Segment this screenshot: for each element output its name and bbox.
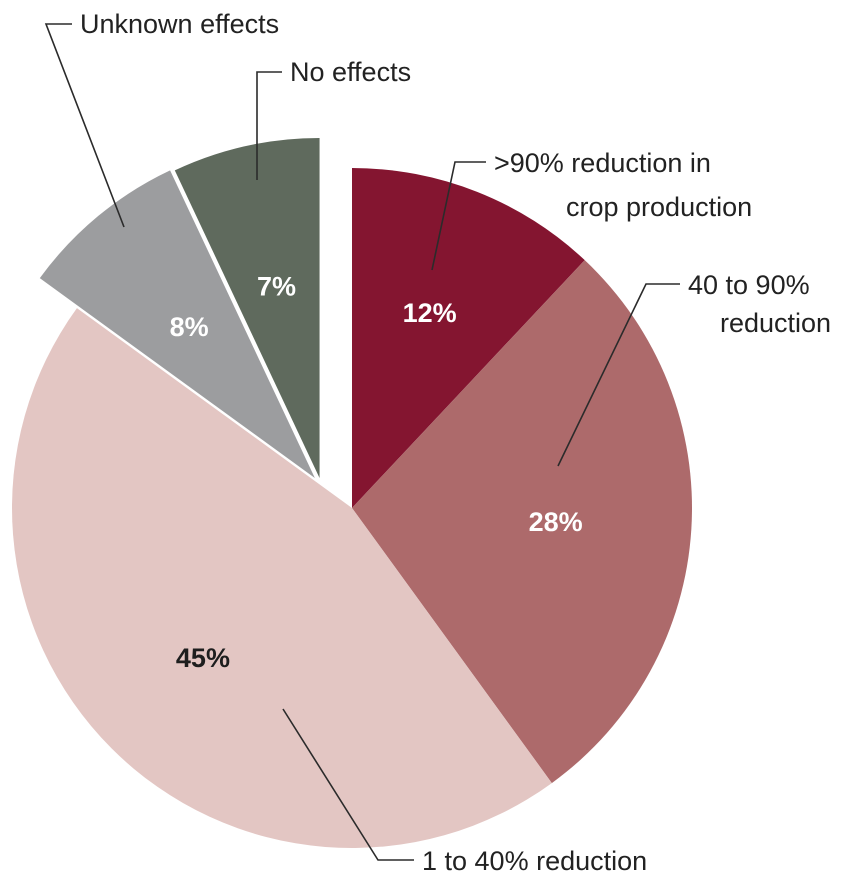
slice-90-reduction-in-crop-production	[352, 168, 585, 508]
slice-40-to-90-reduction	[352, 260, 692, 784]
leader-lines	[44, 23, 680, 861]
category-label-1-to-40-reduction: 1 to 40% reduction	[422, 846, 647, 876]
slice-no-effects	[174, 138, 320, 478]
value-label-1-to-40-reduction: 45%	[176, 643, 230, 673]
slice-1-to-40-reduction	[12, 308, 552, 848]
category-labels: >90% reduction in crop production 40 to 90…	[80, 9, 831, 876]
category-label-90-reduction-in-crop-production: >90% reduction in crop production	[494, 148, 752, 222]
value-labels: 12% 28% 45% 8% 7%	[170, 272, 583, 674]
value-label-90-reduction-in-crop-production: 12%	[403, 298, 457, 328]
category-label-unknown-effects: Unknown effects	[80, 9, 279, 39]
value-label-unknown-effects: 8%	[170, 312, 209, 342]
value-label-no-effects: 7%	[257, 272, 296, 302]
leader-line-40-to-90-reduction	[557, 283, 680, 467]
pie-slices	[12, 138, 692, 848]
leader-line-no-effects	[256, 71, 282, 180]
slice-unknown-effects	[39, 170, 315, 478]
leader-line-90-reduction-in-crop-production	[431, 161, 486, 271]
category-label-no-effects: No effects	[290, 57, 411, 87]
value-label-40-to-90-reduction: 28%	[529, 507, 583, 537]
category-label-40-to-90-reduction: 40 to 90% reduction	[688, 270, 831, 338]
leader-line-1-to-40-reduction	[282, 708, 414, 861]
leader-line-unknown-effects	[44, 23, 125, 228]
